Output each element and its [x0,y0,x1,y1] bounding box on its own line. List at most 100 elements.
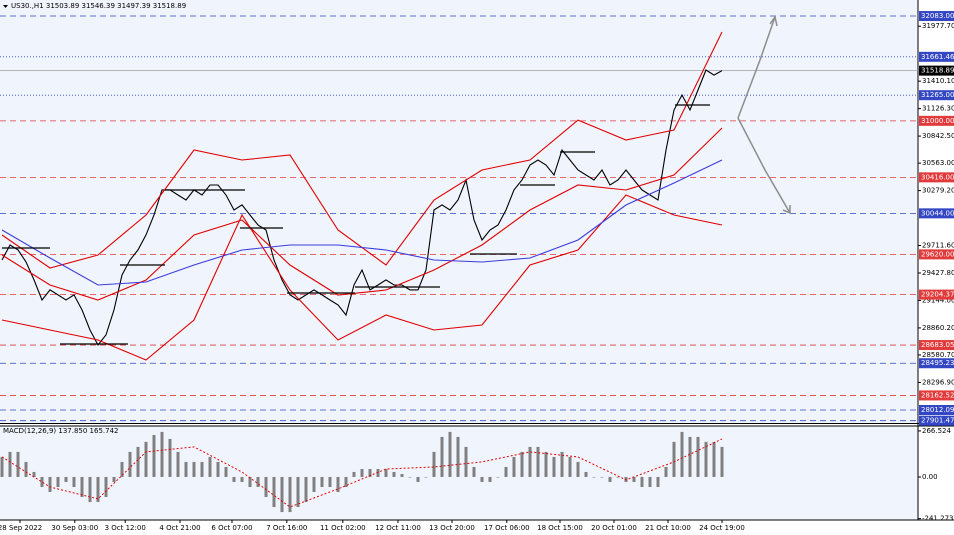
macd-bar [392,471,396,477]
x-tick-label: 4 Oct 21:00 [159,524,200,532]
x-tick-label: 11 Oct 02:00 [320,524,366,532]
macd-bar [184,461,188,477]
menu-icon[interactable] [3,5,8,8]
macd-bar [80,476,84,498]
x-tick-label: 7 Oct 16:00 [266,524,307,532]
macd-bar [120,461,124,477]
x-tick-label: 3 Oct 12:00 [105,524,146,532]
macd-bar [280,476,284,513]
macd-bar [168,438,172,477]
macd-bar [224,466,228,477]
x-tick-label: 21 Oct 10:00 [645,524,691,532]
macd-bar [304,476,308,503]
y-tick-label: 28296.90 [922,378,954,386]
macd-bar [472,466,476,477]
macd-bar [256,476,260,487]
macd-bar [552,456,556,477]
macd-bar [656,476,660,487]
y-tick-label: 31977.70 [922,22,954,30]
macd-bar [360,469,364,477]
x-tick-label: 6 Oct 07:00 [211,524,252,532]
macd-bar [456,436,460,477]
macd-bar [664,466,668,477]
macd-bar [328,476,332,487]
macd-bar [560,451,564,477]
x-tick-label: 20 Oct 01:00 [591,524,637,532]
macd-bar [176,451,180,477]
macd-bar [152,434,156,477]
macd-bar [592,476,596,478]
level-label: 28012.09 [921,406,954,414]
macd-bar [16,451,20,477]
macd-bar [160,431,164,477]
level-label-box [919,289,954,300]
level-label-box [919,404,954,415]
macd-bar [520,451,524,477]
levels [0,15,918,422]
x-tick-label: 24 Oct 19:00 [699,524,745,532]
macd-bar [544,451,548,477]
macd-bar [680,431,684,477]
macd-bar [296,476,300,508]
level-label-box [919,115,954,126]
level-label-box [919,358,954,369]
level-label-box [919,390,954,401]
macd-bar [352,471,356,477]
series-line [1,159,723,286]
macd-bar [128,451,132,477]
level-label-box [919,11,954,22]
macd-bar [640,476,644,487]
y-tick-label: 30563.00 [922,159,954,167]
macd-bar [336,476,340,493]
y-tick-label: -241.273 [922,515,953,523]
macd-bar [208,456,212,477]
macd-bar [48,476,52,493]
macd-bar [112,476,116,482]
y-tick-label: 28580.70 [922,351,954,359]
level-label: 29204.37 [921,291,954,299]
level-label-box [919,51,954,62]
macd-bar [0,456,4,477]
level-label: 28495.23 [921,359,954,367]
macd-bar [384,469,388,477]
macd-bar [376,469,380,477]
y-tick-label: 30279.20 [922,187,954,195]
x-tick-label: 12 Oct 11:00 [375,524,421,532]
macd-bar [424,476,428,478]
macd-bar [464,446,468,477]
macd-bar [536,446,540,477]
macd-bar [400,474,404,477]
macd-bar [312,476,316,493]
macd-bar [512,456,516,477]
y-tick-label: 28860.20 [922,324,954,332]
level-label-box [919,249,954,260]
level-label: 31518.89 [921,67,954,75]
macd-bar [144,441,148,477]
macd-bar [448,431,452,477]
y-tick-label: 266.524 [922,427,951,435]
projection-arrows [737,15,791,215]
level-label: 30044.00 [921,209,954,217]
macd-bar [704,441,708,477]
macd-bar [24,461,28,477]
y-tick-label: 29711.60 [922,242,954,250]
macd-bar [600,476,604,478]
macd-bar [200,461,204,477]
y-tick-label: 31410.10 [922,77,954,85]
macd-bar [272,476,276,508]
range-markers [2,104,710,345]
macd-bar [608,476,612,482]
level-label: 29620.00 [921,250,954,258]
series-line [1,438,723,508]
macd-title: MACD(12,26,9) 137.850 165.742 [3,427,119,435]
chart-title: US30.,H1 31503.89 31546.39 31497.39 3151… [11,2,186,10]
main-panel [0,0,918,423]
macd-bar [632,476,636,482]
macd-bar [528,446,532,477]
macd-bar [432,451,436,477]
y-tick-label: 29427.80 [922,269,954,277]
y-tick-label: 31126.30 [922,105,954,113]
arrow [737,16,776,119]
x-tick-label: 17 Oct 06:00 [484,524,530,532]
